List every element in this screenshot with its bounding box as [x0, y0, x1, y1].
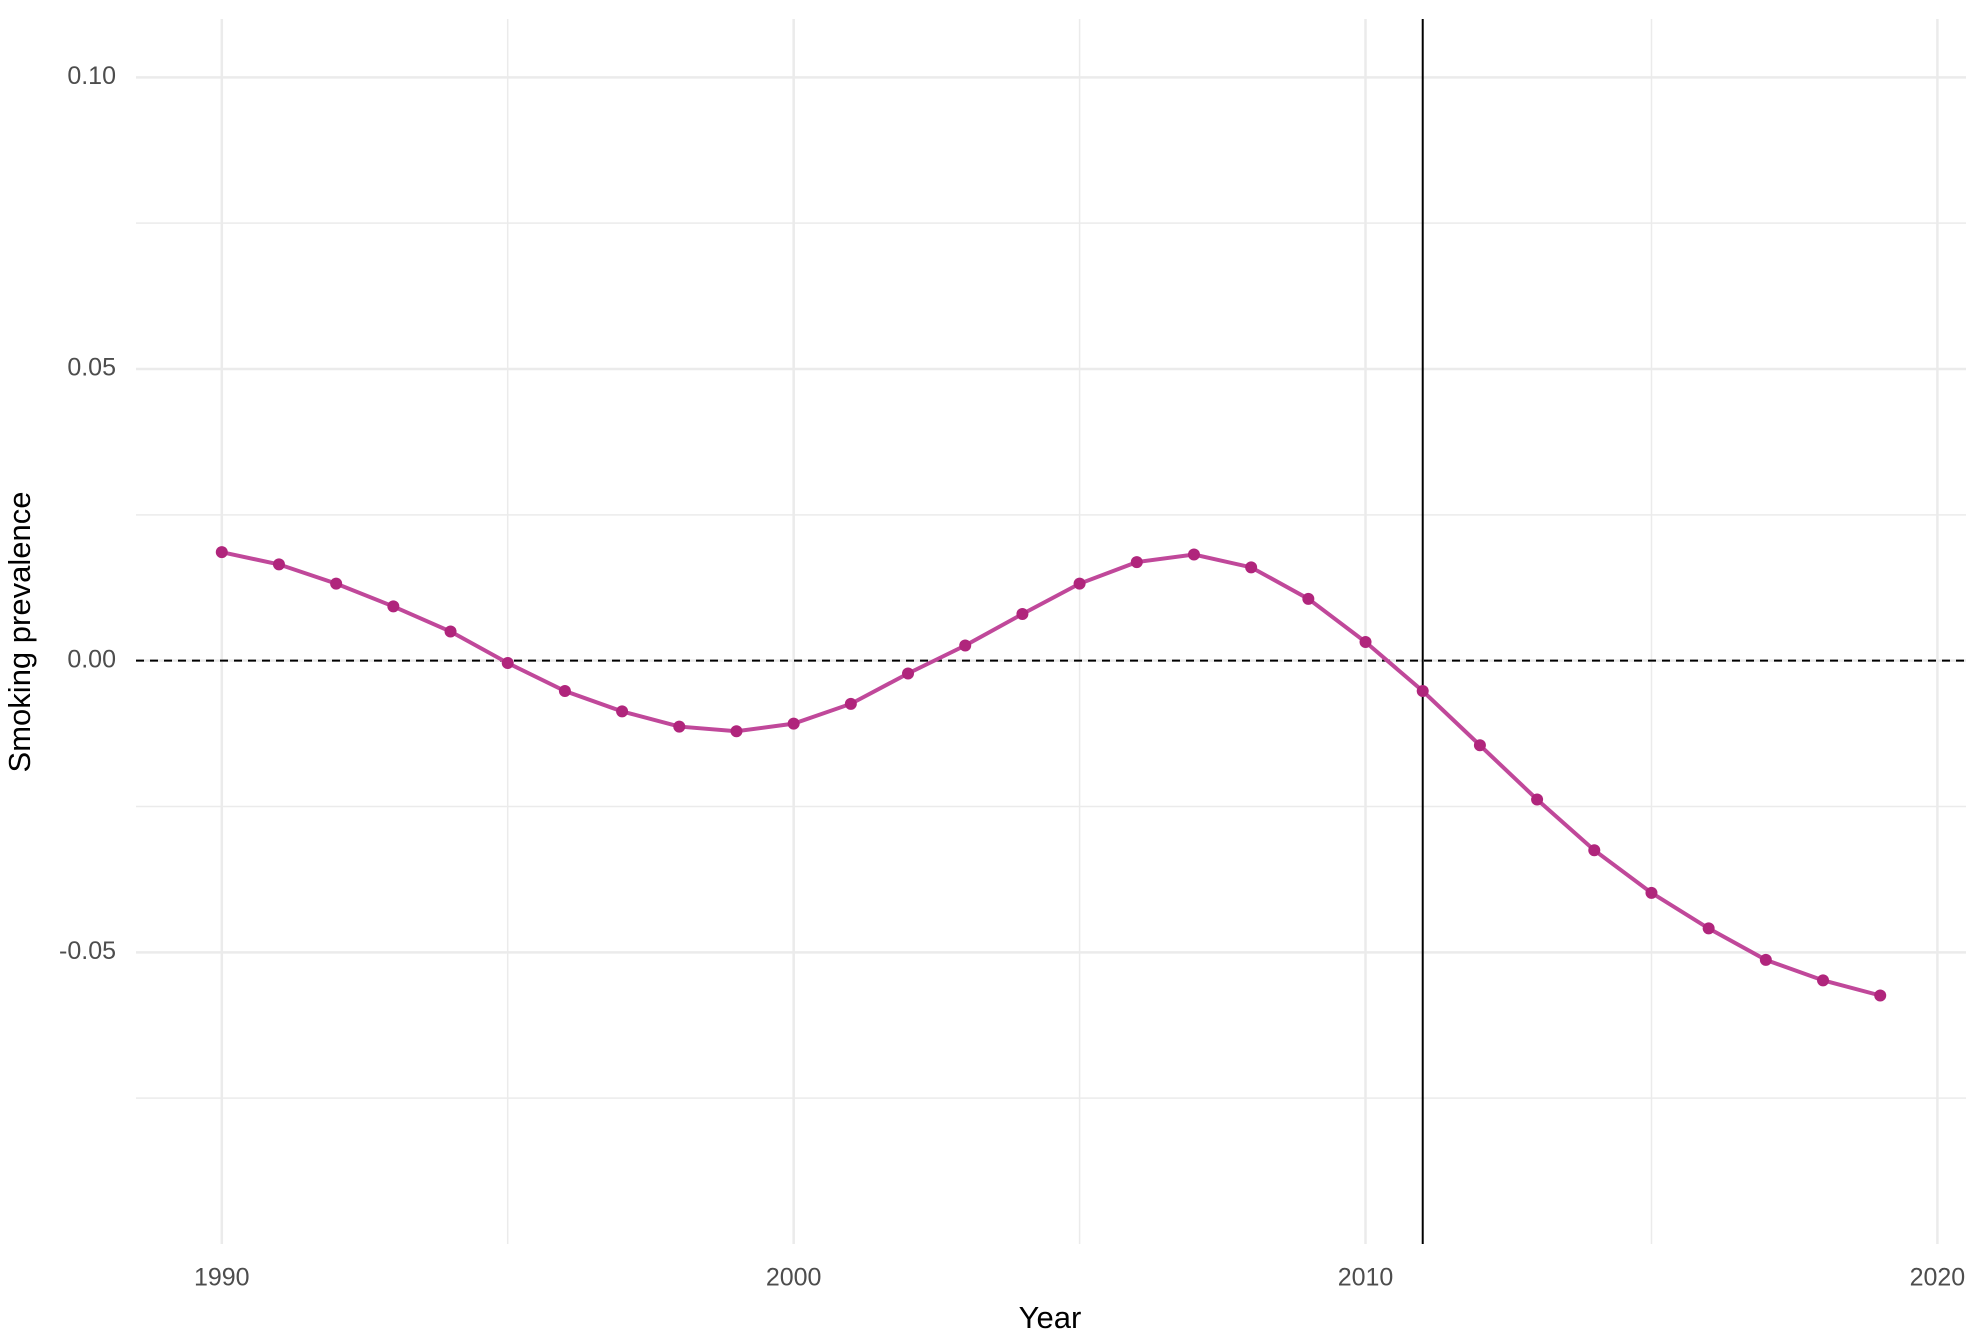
data-point	[1187, 548, 1200, 561]
data-point	[1016, 608, 1029, 620]
y-axis-title: Smoking prevalence	[2, 492, 37, 773]
data-point	[787, 717, 800, 730]
data-point	[558, 685, 571, 697]
data-point	[1416, 685, 1429, 697]
data-point	[844, 697, 857, 710]
data-point	[1073, 577, 1086, 590]
data-point	[1302, 592, 1315, 605]
data-point	[1759, 953, 1772, 966]
data-point	[1473, 739, 1486, 752]
data-point	[902, 667, 915, 680]
data-point	[616, 705, 629, 718]
x-tick-label: 1990	[194, 1264, 250, 1292]
x-tick-label: 2010	[1338, 1264, 1394, 1292]
data-point	[1817, 974, 1830, 987]
x-tick-label: 2020	[1910, 1264, 1966, 1292]
data-point	[1130, 556, 1143, 569]
data-point	[501, 657, 514, 669]
data-point	[959, 639, 972, 652]
data-point	[1531, 793, 1544, 806]
y-tick-label: -0.05	[59, 937, 116, 965]
data-point	[330, 577, 343, 590]
data-point	[272, 558, 285, 571]
data-point	[673, 720, 686, 733]
y-tick-label: 0.10	[67, 62, 116, 90]
data-point	[215, 546, 228, 559]
y-tick-label: 0.00	[67, 645, 116, 673]
data-point	[1588, 844, 1601, 857]
y-tick-label: 0.05	[67, 354, 116, 382]
data-point	[444, 625, 457, 638]
data-point	[1702, 922, 1715, 935]
data-point	[1645, 886, 1658, 899]
data-point	[387, 600, 400, 613]
data-point	[1245, 561, 1258, 574]
x-tick-label: 2000	[766, 1264, 822, 1292]
series-line	[221, 550, 1881, 998]
x-axis-title: Year	[1019, 1300, 1082, 1335]
data-point	[1874, 989, 1887, 1002]
data-point	[730, 725, 743, 738]
data-point	[1359, 636, 1372, 648]
